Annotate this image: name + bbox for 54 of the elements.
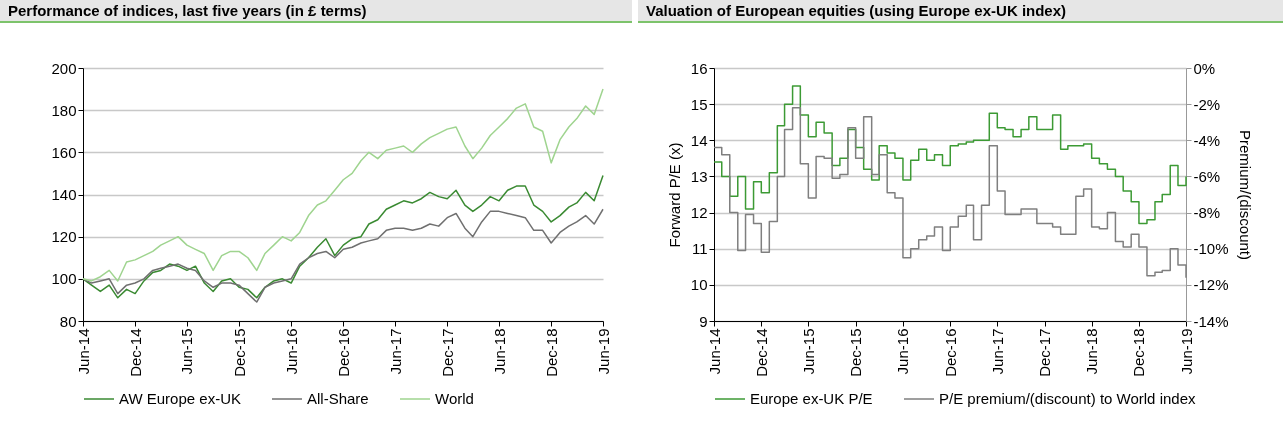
y-tick-label: 100 — [51, 270, 77, 288]
y-tick-label: 180 — [51, 101, 77, 119]
x-tick-label: Dec-18 — [1130, 328, 1148, 377]
y2-tick-label: -12% — [1193, 276, 1229, 294]
y-tick-label: 9 — [699, 312, 708, 330]
x-tick-label: Jun-14 — [705, 328, 723, 375]
x-tick-label: Jun-17 — [988, 328, 1006, 375]
x-tick-label: Jun-17 — [386, 328, 404, 375]
legend-label: AW Europe ex-UK — [119, 390, 241, 407]
y-tick-label: 16 — [690, 59, 708, 77]
y2-tick-label: 0% — [1193, 59, 1216, 77]
y-tick-label: 13 — [690, 167, 708, 185]
x-tick-label: Jun-14 — [74, 328, 92, 375]
chart-title: Valuation of European equities (using Europe ex-UK index) — [638, 0, 1283, 23]
y2-tick-label: -6% — [1193, 167, 1221, 185]
x-tick-label: Dec-15 — [230, 328, 248, 377]
legend-label: Europe ex-UK P/E — [750, 390, 873, 407]
x-tick-label: Jun-18 — [1083, 328, 1101, 375]
x-tick-label: Dec-17 — [1036, 328, 1054, 377]
y2-axis-title: Premium/(discount) — [1236, 129, 1254, 261]
y-tick-label: 200 — [51, 59, 77, 77]
y-tick-label: 15 — [690, 95, 708, 113]
y-tick-label: 140 — [51, 186, 77, 203]
x-tick-label: Jun-19 — [1177, 328, 1195, 375]
x-tick-label: Dec-18 — [542, 328, 560, 377]
chart-title: Performance of indices, last five years (in £ terms) — [0, 0, 632, 23]
y-tick-label: 11 — [691, 240, 708, 258]
x-tick-label: Dec-14 — [126, 328, 144, 377]
legend-label: World — [435, 390, 474, 407]
x-tick-label: Dec-15 — [847, 328, 865, 377]
x-tick-label: Dec-14 — [752, 328, 770, 377]
y2-tick-label: -2% — [1193, 95, 1221, 113]
y-tick-label: 14 — [690, 131, 708, 149]
x-tick-label: Jun-16 — [894, 328, 912, 375]
legend-label: P/E premium/(discount) to World index — [939, 390, 1196, 407]
x-tick-label: Jun-19 — [594, 328, 612, 375]
y-tick-label: 160 — [51, 143, 77, 161]
x-tick-label: Dec-17 — [438, 328, 456, 377]
x-tick-label: Jun-16 — [282, 328, 300, 375]
y2-tick-label: -8% — [1193, 204, 1221, 222]
legend-label: All-Share — [307, 390, 369, 407]
x-tick-label: Jun-18 — [490, 328, 508, 375]
y2-tick-label: -4% — [1193, 131, 1221, 149]
x-tick-label: Jun-15 — [799, 328, 817, 375]
y2-tick-label: -10% — [1193, 240, 1229, 258]
y-tick-label: 80 — [59, 312, 77, 330]
y-tick-label: 12 — [690, 204, 708, 222]
x-tick-label: Jun-15 — [178, 328, 196, 375]
y-tick-label: 10 — [690, 276, 708, 294]
x-tick-label: Dec-16 — [334, 328, 352, 377]
x-tick-label: Dec-16 — [941, 328, 959, 377]
y2-tick-label: -14% — [1193, 312, 1229, 330]
y-tick-label: 120 — [51, 228, 77, 246]
y-axis-title: Forward P/E (x) — [665, 142, 683, 248]
